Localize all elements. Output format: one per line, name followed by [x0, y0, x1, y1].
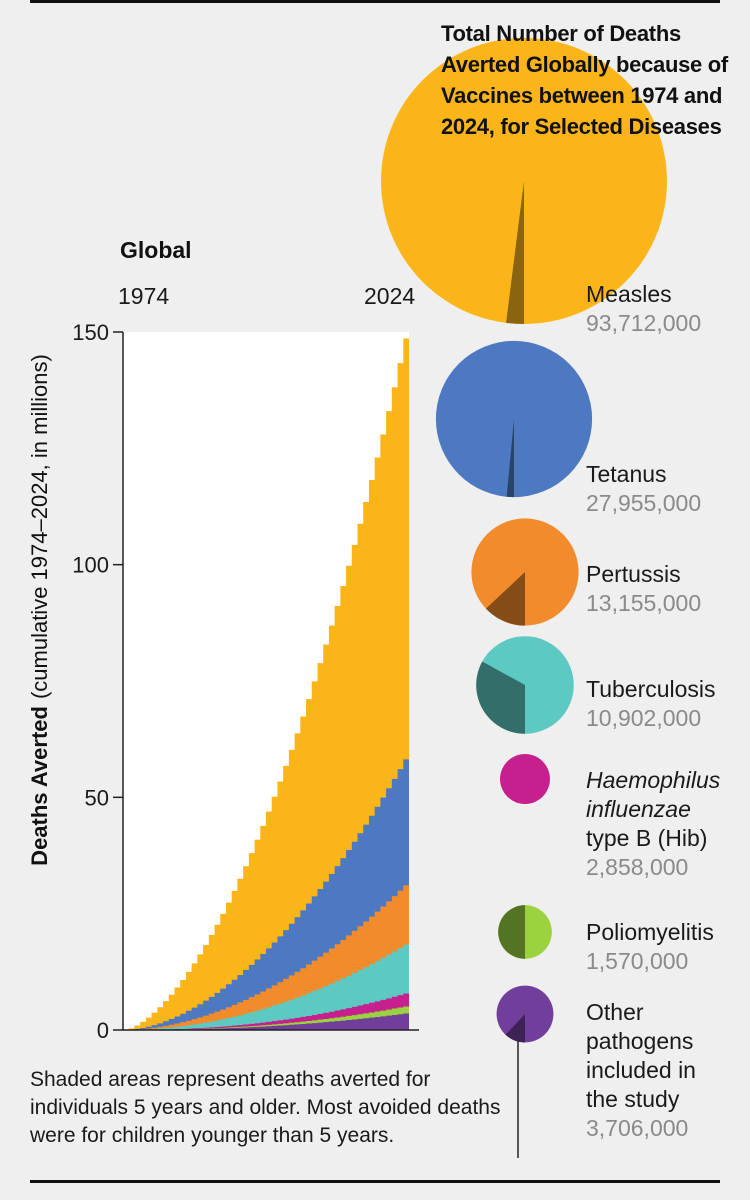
y-tick-label: 100	[72, 553, 109, 578]
measles-name: Measles	[586, 281, 672, 307]
other-name-line1: Other	[586, 999, 644, 1025]
y-tick-label: 50	[85, 785, 109, 810]
hib-name-line1: Haemophilus	[586, 767, 721, 793]
pie-wedge-pertussis	[485, 572, 525, 626]
polio-name: Poliomyelitis	[586, 919, 714, 945]
label-tetanus: Tetanus 27,955,000	[586, 460, 701, 518]
label-pertussis: Pertussis 13,155,000	[586, 560, 701, 618]
y-ticks: 0 50 100 150	[72, 320, 123, 1043]
other-name-line4: the study	[586, 1086, 680, 1112]
area-chart-title: Global	[120, 237, 192, 263]
pie-wedge-measles	[506, 181, 524, 324]
tuberculosis-value: 10,902,000	[586, 705, 702, 731]
tetanus-name: Tetanus	[586, 461, 667, 487]
label-tuberculosis: Tuberculosis 10,902,000	[586, 675, 716, 733]
pertussis-value: 13,155,000	[586, 590, 702, 616]
y-axis-label-bold: Deaths Averted	[27, 706, 52, 866]
bottom-rule	[30, 1180, 720, 1183]
label-measles: Measles 93,712,000	[586, 280, 701, 338]
label-hib: Haemophilus influenzae type B (Hib) 2,85…	[586, 766, 720, 882]
other-name-line3: included in	[586, 1057, 696, 1083]
y-tick-label: 0	[97, 1018, 109, 1043]
area-series-measles	[123, 313, 409, 1030]
x-end-label: 2024	[364, 283, 415, 309]
area-series-other	[123, 1012, 409, 1030]
pertussis-name: Pertussis	[586, 561, 681, 587]
other-value: 3,706,000	[586, 1115, 689, 1141]
x-start-label: 1974	[118, 283, 169, 309]
pie-wedge-poliomyelitis	[498, 905, 525, 959]
label-polio: Poliomyelitis 1,570,000	[586, 918, 714, 976]
pie-wedge-tetanus	[506, 419, 514, 498]
hib-value: 2,858,000	[586, 854, 689, 880]
footnote: Shaded areas represent deaths averted fo…	[30, 1068, 501, 1147]
label-other: Other pathogens included in the study 3,…	[586, 998, 696, 1143]
other-name-line2: pathogens	[586, 1028, 694, 1054]
pie-wedge-tuberculosis	[476, 661, 525, 734]
pie-group	[381, 38, 667, 1043]
y-tick-label: 150	[72, 320, 109, 345]
pie-title: Total Number of Deaths Averted Globally …	[441, 21, 728, 139]
pie-wedge-other	[505, 1014, 525, 1043]
area-layers	[123, 313, 409, 1030]
y-axis-label: Deaths Averted (cumulative 1974–2024, in …	[27, 354, 52, 866]
pie-hib	[500, 754, 550, 804]
measles-value: 93,712,000	[586, 310, 702, 336]
area-series-tuberculosis	[123, 941, 409, 1030]
hib-name-line3: type B (Hib)	[586, 825, 708, 851]
hib-name-line2: influenzae	[586, 796, 691, 822]
polio-value: 1,570,000	[586, 948, 689, 974]
tuberculosis-name: Tuberculosis	[586, 676, 716, 702]
y-axis-label-rest: (cumulative 1974–2024, in millions)	[27, 354, 52, 699]
top-rule	[30, 0, 720, 3]
tetanus-value: 27,955,000	[586, 490, 702, 516]
